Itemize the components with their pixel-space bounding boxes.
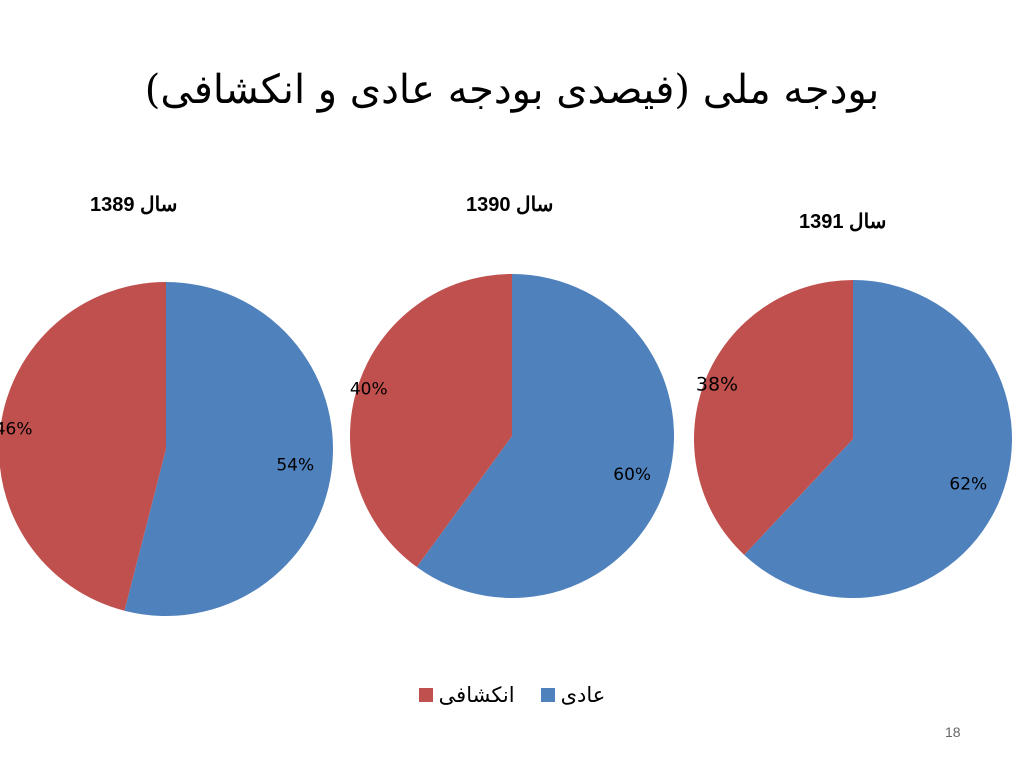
legend-swatch-regular [540, 688, 555, 702]
pie-slice-regular-0 [124, 282, 333, 616]
chart-legend: انکشافی عادی [0, 683, 1024, 707]
pie-label-regular-1: 60% [613, 465, 651, 485]
legend-label-development: انکشافی [438, 683, 515, 707]
slide-title: بودجه ملی (فیصدی بودجه عادی و انکشافی) [144, 67, 880, 113]
legend-label-regular: عادی [560, 683, 606, 707]
pie-label-development-0: 46% [0, 420, 32, 440]
legend-item-development: انکشافی [418, 683, 515, 707]
pie-slice-regular-1 [416, 274, 675, 598]
legend-item-regular: عادی [540, 683, 606, 707]
page-number: 18 [945, 724, 961, 740]
pie-slice-regular-2 [744, 280, 1012, 598]
pie-label-regular-2: 62% [949, 475, 987, 495]
pie-label-regular-0: 54% [276, 455, 314, 475]
pie-slice-development-2 [693, 280, 853, 555]
pie-label-development-2: 38% [696, 374, 738, 396]
pie-title-1390: سال 1390 [466, 194, 554, 216]
pie-title-1391: سال 1391 [799, 211, 887, 233]
pie-slice-development-0 [0, 282, 166, 611]
pie-label-development-1: 40% [350, 379, 388, 399]
pie-title-1389: سال 1389 [90, 194, 178, 216]
pie-slice-development-1 [350, 274, 512, 568]
legend-swatch-development [418, 688, 433, 702]
